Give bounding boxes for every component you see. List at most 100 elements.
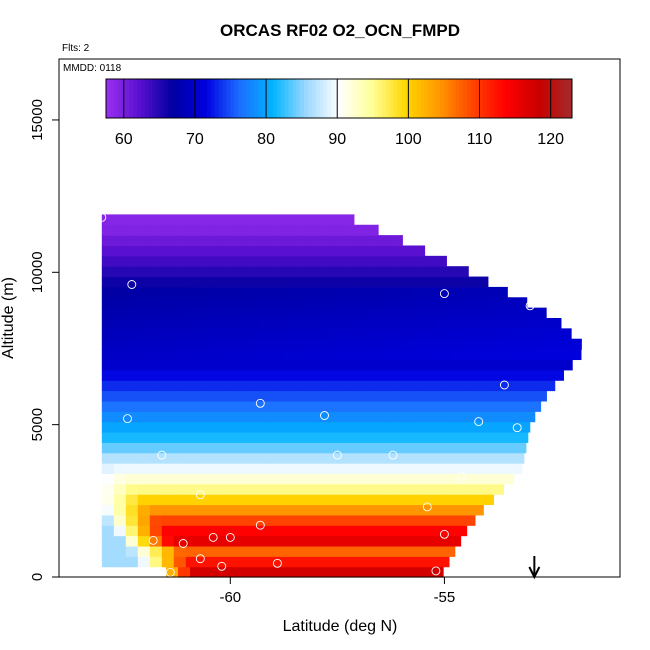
heatmap-cell bbox=[233, 359, 247, 371]
heatmap-cell bbox=[389, 318, 403, 329]
heatmap-cell bbox=[317, 328, 331, 340]
colorbar-segment bbox=[424, 79, 429, 118]
colorbar-segment bbox=[179, 79, 185, 118]
heatmap-cell bbox=[389, 369, 403, 381]
heatmap-cell bbox=[281, 214, 295, 226]
observation-point bbox=[311, 200, 321, 210]
heatmap-cell bbox=[161, 266, 175, 278]
heatmap-cell bbox=[329, 431, 343, 443]
heatmap-cell bbox=[137, 245, 151, 257]
heatmap-cell bbox=[245, 235, 259, 247]
heatmap-cell bbox=[149, 349, 163, 361]
heatmap-cell bbox=[341, 473, 355, 485]
heatmap-cell bbox=[293, 266, 307, 278]
heatmap-cell bbox=[389, 494, 403, 506]
heatmap-cell bbox=[329, 545, 343, 557]
heatmap-cell bbox=[449, 400, 463, 412]
colorbar-tick-label: 70 bbox=[186, 131, 204, 148]
heatmap-cell bbox=[437, 545, 451, 557]
heatmap-cell bbox=[485, 286, 499, 298]
heatmap-cell bbox=[341, 318, 355, 329]
heatmap-cell bbox=[221, 411, 235, 423]
heatmap-cell bbox=[125, 255, 139, 267]
heatmap-cell bbox=[161, 494, 175, 506]
heatmap-cell bbox=[257, 463, 271, 474]
heatmap-cell bbox=[389, 514, 403, 526]
y-tick-label: 15000 bbox=[29, 99, 46, 141]
heatmap-cell bbox=[221, 235, 235, 247]
heatmap-cell bbox=[161, 369, 175, 381]
heatmap-cell bbox=[161, 307, 175, 319]
colorbar-segment bbox=[300, 79, 305, 118]
heatmap-cell bbox=[321, 566, 335, 578]
heatmap-cell bbox=[353, 431, 367, 443]
heatmap-cell bbox=[221, 556, 235, 568]
heatmap-cell bbox=[401, 421, 415, 433]
heatmap-cell bbox=[137, 504, 151, 516]
heatmap-cell bbox=[473, 276, 487, 288]
heatmap-cell bbox=[185, 318, 199, 329]
heatmap-cell bbox=[113, 266, 127, 278]
heatmap-cell bbox=[521, 349, 535, 361]
heatmap-cell bbox=[293, 286, 307, 298]
heatmap-cell bbox=[341, 307, 355, 319]
colorbar-segment bbox=[494, 79, 499, 118]
heatmap-cell bbox=[509, 452, 523, 464]
observation-point bbox=[225, 532, 235, 542]
heatmap-cell bbox=[245, 328, 259, 340]
heatmap-cell bbox=[401, 390, 415, 402]
heatmap-cell bbox=[113, 390, 127, 402]
heatmap-cell bbox=[377, 400, 391, 412]
colorbar-segment bbox=[218, 79, 223, 118]
heatmap-cell bbox=[449, 380, 463, 392]
heatmap-cell bbox=[401, 514, 415, 526]
heatmap-cell bbox=[149, 318, 163, 329]
heatmap-cell bbox=[461, 297, 475, 309]
heatmap-cell bbox=[329, 504, 343, 516]
heatmap-cell bbox=[221, 328, 235, 340]
heatmap-cell bbox=[305, 431, 319, 443]
heatmap-cell bbox=[125, 514, 139, 526]
heatmap-cell bbox=[197, 369, 211, 381]
heatmap-cell bbox=[209, 266, 223, 278]
heatmap-cell bbox=[473, 307, 487, 319]
heatmap-cell bbox=[149, 286, 163, 298]
heatmap-cell bbox=[401, 494, 415, 506]
heatmap-cell bbox=[197, 276, 211, 288]
heatmap-cell bbox=[233, 235, 247, 247]
heatmap-cell bbox=[209, 338, 223, 350]
heatmap-cell bbox=[197, 266, 211, 278]
heatmap-cell bbox=[401, 525, 415, 537]
heatmap-cell bbox=[293, 245, 307, 257]
heatmap-cell bbox=[437, 276, 451, 288]
heatmap-cell bbox=[197, 359, 211, 371]
heatmap-cell bbox=[161, 349, 175, 361]
heatmap-cell bbox=[185, 504, 199, 516]
heatmap-cell bbox=[329, 452, 343, 464]
heatmap-cell bbox=[173, 431, 187, 443]
heatmap-cell bbox=[161, 545, 175, 557]
heatmap-cell bbox=[185, 297, 199, 309]
heatmap-cell bbox=[473, 483, 487, 495]
heatmap-cell bbox=[185, 255, 199, 267]
heatmap-cell bbox=[293, 411, 307, 423]
heatmap-cell bbox=[377, 514, 391, 526]
heatmap-cell bbox=[269, 514, 283, 526]
heatmap-cell bbox=[297, 566, 311, 578]
heatmap-cell bbox=[353, 452, 367, 464]
heatmap-cell bbox=[125, 276, 139, 288]
colorbar-segment bbox=[164, 79, 169, 118]
heatmap-cell bbox=[233, 535, 247, 547]
heatmap-cell bbox=[166, 566, 179, 578]
heatmap-cell bbox=[485, 431, 499, 443]
heatmap-cell bbox=[281, 245, 295, 257]
observation-point bbox=[525, 301, 535, 311]
heatmap-cell bbox=[245, 307, 259, 319]
heatmap-cell bbox=[209, 504, 223, 516]
heatmap-cell bbox=[185, 400, 199, 412]
heatmap-cell bbox=[401, 463, 415, 474]
heatmap-cell bbox=[413, 494, 427, 506]
heatmap-cell bbox=[509, 421, 523, 433]
heatmap-cell bbox=[377, 556, 391, 568]
heatmap-cell bbox=[113, 255, 127, 267]
